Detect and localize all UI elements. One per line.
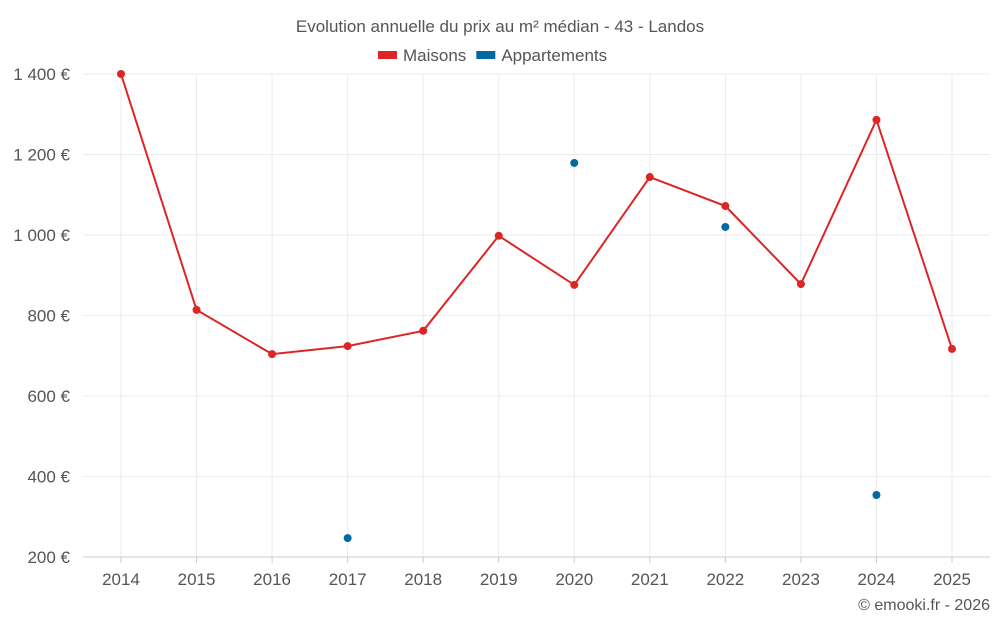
- data-point-maisons: [192, 305, 201, 314]
- chart-title: Evolution annuelle du prix au m² médian …: [296, 17, 704, 36]
- y-tick-label: 400 €: [27, 468, 70, 487]
- axes: 200 € 400 € 600 € 800 € 1 000 € 1 200 € 1 400 …: [13, 65, 990, 589]
- data-point-maisons: [268, 350, 277, 359]
- data-point-maisons: [721, 202, 730, 211]
- legend-label: Appartements: [501, 46, 607, 65]
- x-tick-label: 2019: [480, 570, 518, 589]
- data-point-maisons: [948, 344, 956, 353]
- data-point-maisons: [570, 280, 579, 289]
- x-tick-label: 2017: [329, 570, 367, 589]
- data-point-appartements: [570, 158, 579, 167]
- y-tick-label: 800 €: [27, 307, 70, 326]
- data-point-maisons: [343, 342, 352, 351]
- data-point-maisons: [645, 173, 654, 182]
- y-tick-label: 1 200 €: [13, 146, 70, 165]
- credit: © emooki.fr - 2026: [858, 597, 990, 614]
- series-marks: [117, 70, 956, 543]
- data-point-appartements: [721, 222, 730, 231]
- data-point-maisons: [494, 231, 503, 240]
- data-point-appartements: [872, 491, 881, 500]
- data-point-maisons: [796, 280, 805, 289]
- data-point-maisons: [419, 326, 428, 335]
- x-tick-label: 2022: [706, 570, 744, 589]
- y-tick-label: 200 €: [27, 548, 70, 567]
- y-tick-label: 1 400 €: [13, 65, 70, 84]
- series-line-maisons: [120, 73, 953, 356]
- x-tick-label: 2016: [253, 570, 291, 589]
- data-point-maisons: [872, 115, 881, 124]
- legend-label: Maisons: [403, 46, 466, 65]
- x-tick-label: 2015: [178, 570, 216, 589]
- x-tick-label: 2014: [102, 570, 140, 589]
- x-tick-label: 2020: [555, 570, 593, 589]
- legend-swatch: [476, 51, 496, 59]
- y-tick-label: 1 000 €: [13, 226, 70, 245]
- x-tick-label: 2018: [404, 570, 442, 589]
- x-tick-label: 2023: [782, 570, 820, 589]
- data-point-maisons: [117, 70, 125, 78]
- x-tick-label: 2021: [631, 570, 669, 589]
- data-point-appartements: [343, 534, 352, 543]
- x-tick-label: 2025: [933, 570, 971, 589]
- legend[interactable]: Maisons Appartements: [378, 46, 607, 65]
- x-tick-label: 2024: [858, 570, 896, 589]
- legend-swatch: [378, 51, 397, 59]
- y-tick-label: 600 €: [27, 387, 70, 406]
- grid: [83, 73, 990, 557]
